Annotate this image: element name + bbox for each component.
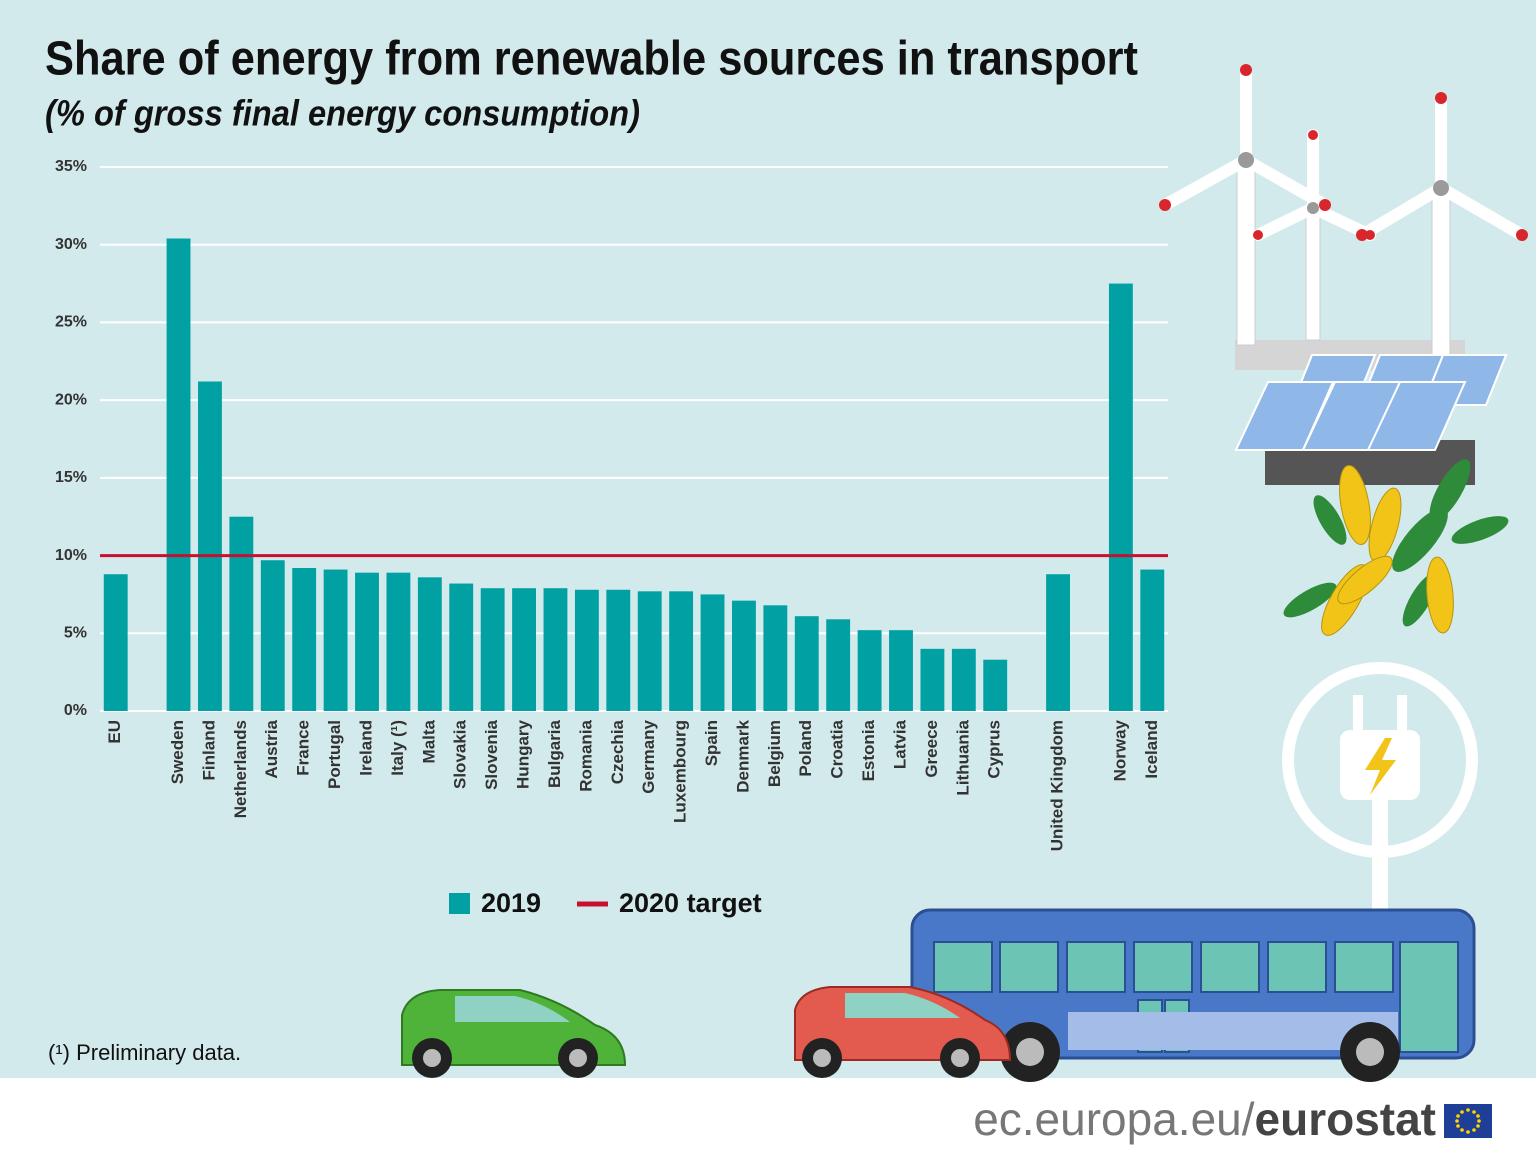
- bar: [1140, 569, 1165, 711]
- bar: [512, 588, 536, 711]
- x-tick-label: Portugal: [325, 720, 344, 789]
- legend-label: 2019: [481, 888, 541, 918]
- x-tick-label: Lithuania: [953, 719, 972, 795]
- footer: ec.europa.eu/eurostat: [973, 1093, 1492, 1145]
- chart-title: Share of energy from renewable sources i…: [45, 33, 1138, 86]
- x-tick-label: Hungary: [514, 719, 533, 789]
- x-tick-label: Germany: [639, 719, 658, 793]
- bar: [669, 591, 694, 711]
- y-tick-label: 5%: [64, 625, 87, 642]
- bar: [794, 616, 819, 711]
- bar: [386, 572, 411, 711]
- x-tick-label: France: [294, 720, 313, 776]
- bar: [543, 588, 568, 711]
- y-tick-label: 10%: [55, 547, 87, 564]
- y-tick-label: 25%: [55, 314, 87, 331]
- bar: [103, 574, 128, 711]
- bar: [355, 572, 379, 711]
- x-tick-label: Netherlands: [231, 720, 250, 818]
- bar: [260, 560, 285, 711]
- bar: [166, 238, 191, 712]
- chart-subtitle: (% of gross final energy consumption): [45, 93, 640, 134]
- x-tick-label: Denmark: [733, 719, 752, 792]
- bar: [449, 583, 474, 711]
- bar: [480, 588, 505, 711]
- x-tick-label: Greece: [922, 720, 941, 778]
- x-tick-label: EU: [105, 720, 124, 744]
- x-tick-label: Spain: [702, 720, 721, 766]
- x-tick-label: Belgium: [765, 720, 784, 787]
- bar: [1108, 283, 1133, 711]
- bar: [857, 630, 882, 711]
- legend: 2019 2020 target: [449, 888, 762, 918]
- x-tick-label: Poland: [796, 720, 815, 777]
- bar: [574, 589, 599, 711]
- bar: [732, 600, 756, 711]
- x-tick-label: Latvia: [890, 719, 909, 769]
- x-tick-label: Slovenia: [482, 719, 501, 789]
- bar: [1046, 574, 1070, 711]
- bar: [606, 589, 631, 711]
- x-tick-label: Sweden: [168, 720, 187, 784]
- x-tick-label: Austria: [262, 719, 281, 778]
- bar: [323, 569, 348, 711]
- x-tick-label: Finland: [199, 720, 218, 780]
- footer-brand: eurostat: [1255, 1093, 1436, 1145]
- x-tick-label: Bulgaria: [545, 719, 564, 788]
- y-tick-label: 15%: [55, 469, 87, 486]
- bar: [983, 659, 1008, 711]
- illustration: [401, 64, 1528, 1082]
- x-tick-label: Cyprus: [985, 720, 1004, 779]
- bar: [417, 577, 442, 711]
- x-tick-label: United Kingdom: [1048, 720, 1067, 851]
- bar: [637, 591, 662, 711]
- bar: [826, 619, 851, 711]
- y-tick-label: 20%: [55, 391, 87, 408]
- x-tick-label: Malta: [419, 719, 438, 763]
- bar: [951, 648, 976, 711]
- x-tick-label: Estonia: [859, 719, 878, 781]
- x-tick-label: Czechia: [608, 719, 627, 784]
- bar: [920, 648, 945, 711]
- legend-swatch: [449, 893, 470, 914]
- y-tick-label: 30%: [55, 236, 87, 253]
- footer-site: ec.europa.eu/: [973, 1093, 1255, 1145]
- legend-label: 2020 target: [619, 888, 762, 918]
- y-tick-label: 0%: [64, 702, 87, 719]
- bar: [700, 594, 725, 711]
- bar: [198, 381, 222, 711]
- x-tick-label: Italy (¹): [388, 720, 407, 776]
- footnote: (¹) Preliminary data.: [48, 1040, 241, 1065]
- x-tick-label: Slovakia: [451, 719, 470, 789]
- footer-logo: ec.europa.eu/eurostat: [973, 1093, 1436, 1145]
- bar: [889, 630, 913, 711]
- x-tick-label: Croatia: [828, 719, 847, 778]
- y-tick-label: 35%: [55, 158, 87, 175]
- bar: [763, 605, 788, 711]
- x-tick-label: Romania: [576, 719, 595, 791]
- x-tick-label: Iceland: [1142, 720, 1161, 779]
- x-tick-label: Luxembourg: [671, 720, 690, 823]
- x-tick-label: Norway: [1110, 719, 1129, 781]
- bar: [229, 516, 254, 711]
- bar: [292, 568, 317, 711]
- x-tick-label: Ireland: [356, 720, 375, 776]
